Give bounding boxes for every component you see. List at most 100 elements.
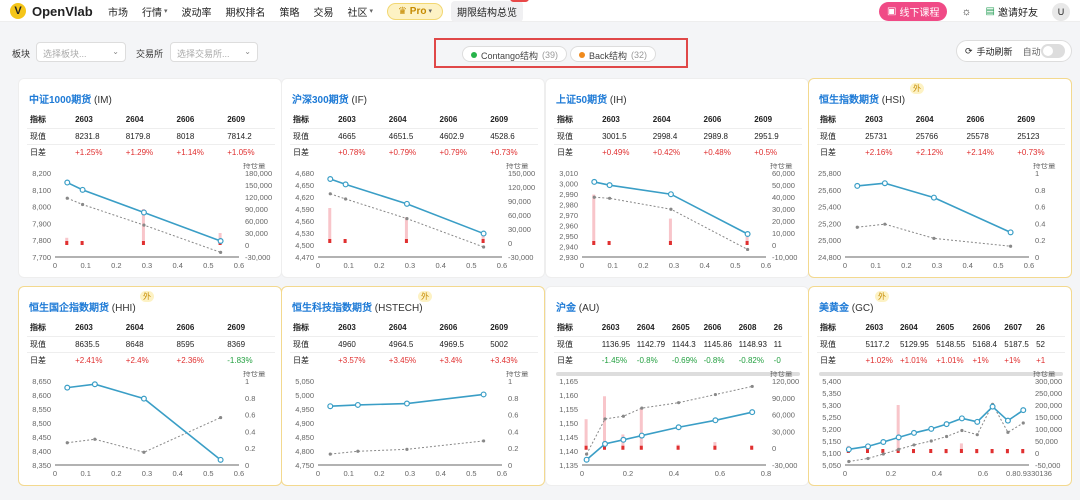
table-cell: 8018 <box>173 127 225 144</box>
y2-tick-label: 120,000 <box>245 193 272 202</box>
table-row: 指标 2603 2604 2606 2609 <box>817 112 1065 128</box>
futures-card[interactable]: 沪金 (AU) 指标 2603 2604 2605 2606 2608 26 现值 1136.95… <box>545 286 809 486</box>
prev-point <box>1021 421 1025 425</box>
nav-pro[interactable]: ♛ Pro ▾ <box>387 2 443 20</box>
futures-card[interactable]: 中证1000期货 (IM) 指标 2603 2604 2606 2609 现值 8231.8 8… <box>18 78 282 278</box>
y-tick-label: 24,800 <box>818 253 841 262</box>
nav-strategy[interactable]: 策略 <box>279 7 300 19</box>
gift-icon: ▤ <box>985 6 995 17</box>
y2-tick-label: 60,000 <box>772 411 795 420</box>
table-cell: +0.79% <box>385 143 437 160</box>
nav-term-structure[interactable]: 期限结构总览new <box>450 0 529 22</box>
card-title[interactable]: 中证1000期货 (IM) <box>29 95 112 106</box>
price-line <box>857 182 1011 234</box>
y-tick-label: 5,350 <box>822 389 841 398</box>
y-tick-label: 2,970 <box>559 211 578 220</box>
y2-tick-label: 0.2 <box>508 444 518 453</box>
nav-volatility[interactable]: 波动率 <box>181 7 212 19</box>
card-title[interactable]: 上证50期货 (IH) <box>556 95 627 106</box>
sector-select[interactable]: 选择板块... ⌄ <box>36 42 126 62</box>
nav-quotes[interactable]: 行情 ▾ <box>142 7 168 19</box>
x-tick-label: 0.4 <box>435 261 445 270</box>
table-cell: 日差 <box>554 143 600 160</box>
card-title[interactable]: 沪深300期货 (IF) <box>292 95 368 106</box>
exchange-select[interactable]: 选择交易所... ⌄ <box>170 42 258 62</box>
offline-course-button[interactable]: ▣ 线下课程 <box>879 2 948 21</box>
futures-card[interactable]: 恒生指数期货 (HSI) 外指标 2603 2604 2606 2609 现值 25731 25… <box>808 78 1072 278</box>
top-navbar: V OpenVlab 市场 行情 ▾ 波动率 期权排名 策略 交易 社区 ▾ ♛ P… <box>0 0 1080 22</box>
oi-bar <box>990 452 994 454</box>
app-logo[interactable]: V OpenVlab <box>10 3 93 19</box>
table-cell: 2604 <box>652 115 671 125</box>
nav-market[interactable]: 市场 <box>108 7 128 19</box>
prev-point <box>356 449 360 453</box>
refresh-icon[interactable]: ⟳ <box>965 45 973 56</box>
x-tick-label: 0.2 <box>111 469 121 478</box>
oi-change-bar <box>65 241 69 245</box>
y2-tick-label: 1 <box>245 377 249 386</box>
table-cell: 7814.2 <box>224 127 275 144</box>
invite-friends-link[interactable]: ▤ 邀请好友 <box>985 6 1038 19</box>
nav-trade[interactable]: 交易 <box>313 7 334 19</box>
avatar[interactable]: U <box>1052 2 1070 21</box>
table-cell: 2603 <box>338 115 356 125</box>
table-cell: 2608 <box>738 323 757 333</box>
nav-option-ranking[interactable]: 期权排名 <box>225 7 266 19</box>
y-tick-label: 25,800 <box>818 169 841 178</box>
futures-card[interactable]: 沪深300期货 (IF) 指标 2603 2604 2606 2609 现值 4665 4651… <box>281 78 545 278</box>
oi-bar <box>668 218 672 245</box>
table-cell: +0.73% <box>487 143 538 160</box>
futures-card[interactable]: 美黄金 (GC) 外指标 2603 2604 2605 2606 2607 26 现值 5117.… <box>808 286 1072 486</box>
table-row: 指标 2603 2604 2605 2606 2608 26 <box>554 320 802 336</box>
y-tick-label: 5,150 <box>822 437 841 446</box>
table-cell: 25766 <box>912 127 964 144</box>
horizontal-scrollbar[interactable] <box>819 372 1063 376</box>
card-title[interactable]: 恒生指数期货 (HSI) <box>819 95 906 106</box>
x-tick-label: 0.2 <box>111 261 121 270</box>
table-row: 日差 +2.16% +2.12% +2.14% +0.73% <box>817 143 1065 160</box>
horizontal-scrollbar[interactable] <box>556 372 800 376</box>
manual-refresh-button[interactable]: 手动刷新 <box>976 46 1013 57</box>
auto-refresh-toggle[interactable] <box>1041 44 1065 58</box>
quote-table: 指标 2603 2604 2606 2609 现值 4960 4964.5 4969.5 5002… <box>290 320 538 368</box>
prev-point <box>621 414 625 418</box>
card-title[interactable]: 恒生国企指数期货 (HHI) <box>29 303 136 314</box>
card-title[interactable]: 恒生科技指数期货 (HSTECH) <box>292 303 423 314</box>
x-tick-label: 0.3 <box>405 469 415 478</box>
nav-community[interactable]: 社区 ▾ <box>347 7 374 19</box>
contango-filter-chip[interactable]: Contango结构 (39) <box>462 46 568 62</box>
oi-axis-label: 持仓量 <box>1033 163 1056 170</box>
futures-card[interactable]: 恒生国企指数期货 (HHI) 外指标 2603 2604 2606 2609 现值 8635.… <box>18 286 282 486</box>
prev-point <box>855 225 859 229</box>
y2-tick-label: 0.6 <box>1035 203 1045 212</box>
table-cell: +0.78% <box>335 143 386 160</box>
back-filter-chip[interactable]: Back结构 (32) <box>570 46 657 62</box>
y2-tick-label: 30,000 <box>245 229 268 238</box>
card-title[interactable]: 沪金 (AU) <box>556 303 600 314</box>
oi-change-bar <box>584 445 588 450</box>
table-cell: 2609 <box>490 115 509 125</box>
oi-axis-label: 持仓量 <box>243 371 266 378</box>
table-cell: +1.01% <box>896 351 934 368</box>
price-point <box>327 403 334 410</box>
table-cell: 2604 <box>388 115 407 125</box>
x-tick-label: 0 <box>53 469 57 478</box>
y2-tick-label: 30,000 <box>772 205 795 214</box>
y-tick-label: 5,000 <box>295 391 314 400</box>
x-tick-label: 0.2 <box>638 261 648 270</box>
table-row: 日差 +0.78% +0.79% +0.79% +0.73% <box>290 143 538 160</box>
price-line <box>66 181 221 242</box>
x-tick-label: 0.3 <box>142 469 152 478</box>
prev-close-line <box>848 403 1024 462</box>
card-title[interactable]: 美黄金 (GC) <box>819 303 874 314</box>
table-cell: 5129.95 <box>896 335 934 352</box>
table-cell: 2603 <box>75 115 93 125</box>
price-point <box>638 432 645 439</box>
y-tick-label: 8,350 <box>32 461 51 470</box>
table-cell: 2609 <box>227 323 246 333</box>
futures-card[interactable]: 上证50期货 (IH) 指标 2603 2604 2606 2609 现值 3001.5 299… <box>545 78 809 278</box>
table-cell: 2606 <box>176 115 195 125</box>
theme-toggle-icon[interactable]: ☼ <box>961 5 972 18</box>
futures-card[interactable]: 恒生科技指数期货 (HSTECH) 外指标 2603 2604 2606 2609 现值 49… <box>281 286 545 486</box>
table-cell: 26 <box>1036 323 1046 333</box>
